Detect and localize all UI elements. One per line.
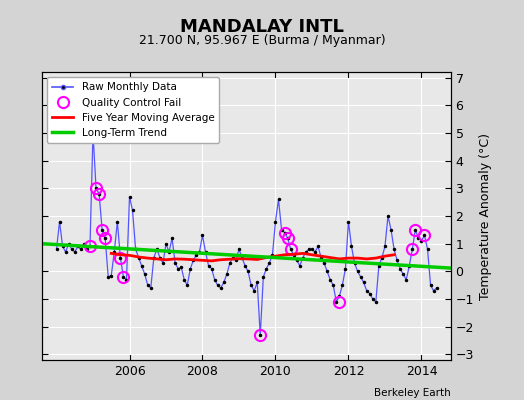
Legend: Raw Monthly Data, Quality Control Fail, Five Year Moving Average, Long-Term Tren: Raw Monthly Data, Quality Control Fail, … <box>47 77 220 143</box>
Text: 21.700 N, 95.967 E (Burma / Myanmar): 21.700 N, 95.967 E (Burma / Myanmar) <box>139 34 385 47</box>
Y-axis label: Temperature Anomaly (°C): Temperature Anomaly (°C) <box>479 132 493 300</box>
Text: MANDALAY INTL: MANDALAY INTL <box>180 18 344 36</box>
Text: Berkeley Earth: Berkeley Earth <box>374 388 451 398</box>
